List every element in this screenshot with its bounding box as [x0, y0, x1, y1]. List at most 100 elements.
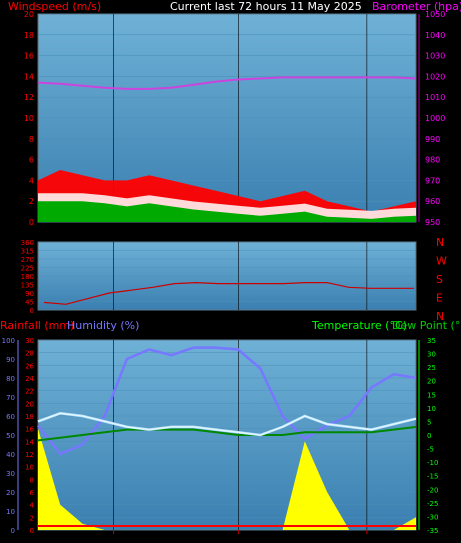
baro-tick-label: 950: [425, 218, 440, 227]
humidity-tick-label: 60: [6, 413, 15, 421]
temp-tick-label: -35: [427, 527, 438, 535]
temp-tick-label: 5: [427, 418, 431, 426]
direction-line: [43, 281, 414, 305]
temp-tick-label: 30: [427, 351, 436, 359]
rainfall-axis-label: Rainfall (mm): [0, 319, 74, 332]
humidity-tick-label: 10: [6, 508, 15, 516]
compass-label: N: [436, 310, 444, 323]
humidity-tick-label: 80: [6, 375, 15, 383]
rain-tick-label: 20: [25, 400, 34, 408]
compass-label: E: [436, 292, 443, 305]
temp-tick-label: -10: [427, 459, 438, 467]
baro-tick-label: 960: [425, 197, 440, 206]
chart-title: Current last 72 hours 11 May 2025: [170, 0, 362, 13]
humidity-tick-label: 20: [6, 489, 15, 497]
baro-tick-label: 1000: [425, 114, 445, 123]
direction-tick-label: 225: [21, 265, 34, 273]
baro-tick-label: 1050: [425, 10, 445, 19]
baro-tick-label: 1040: [425, 31, 445, 40]
direction-tick-label: 135: [21, 282, 34, 290]
windspeed-axis-label: Windspeed (m/s): [8, 0, 101, 13]
rain-tick-label: 26: [25, 362, 34, 370]
direction-tick-label: 45: [25, 299, 34, 307]
temp-tick-label: -15: [427, 473, 438, 481]
compass-label: N: [436, 236, 444, 249]
day-tick-label: Day 11: [353, 225, 382, 234]
wind-tick-label: 20: [24, 10, 34, 19]
temp-tick-label: 20: [427, 378, 436, 386]
temp-tick-label: 25: [427, 364, 436, 372]
wind-avg-area: [38, 201, 416, 222]
compass-label: S: [436, 273, 443, 286]
dewpoint-axis-label: Dew Point (°C): [392, 319, 461, 332]
temp-tick-label: -25: [427, 500, 438, 508]
direction-tick-label: 360: [21, 239, 34, 247]
temp-tick-label: -5: [427, 446, 434, 454]
humidity-tick-label: 0: [11, 527, 15, 535]
humidity-tick-label: 90: [6, 356, 15, 364]
temp-tick-label: 15: [427, 391, 436, 399]
wind-tick-label: 18: [24, 31, 34, 40]
baro-tick-label: 990: [425, 135, 440, 144]
barometer-axis-label: Barometer (hpa): [372, 0, 461, 13]
rain-tick-label: 6: [30, 489, 35, 497]
day-tick-label: Day 9: [102, 225, 125, 234]
humidity-tick-label: 40: [6, 451, 15, 459]
direction-panel-data: [43, 281, 414, 305]
temperature-highlight-line: [37, 412, 417, 436]
wind-panel-axes: 0 2 4 6 8 10 12 14 16 18 20 950 960 970 980 990 1000 1010…: [24, 10, 446, 234]
rain-tick-label: 0: [30, 527, 34, 535]
barometer-line: [37, 76, 417, 90]
direction-tick-label: 270: [21, 256, 34, 264]
wind-tick-label: 10: [24, 114, 34, 123]
temperature-axis-label: Temperature (°C): [311, 319, 407, 332]
wind-tick-label: 14: [24, 72, 34, 81]
humidity-tick-label: 100: [2, 337, 15, 345]
wind-tick-label: 6: [29, 156, 34, 165]
direction-tick-label: 180: [21, 273, 34, 281]
baro-tick-label: 970: [425, 176, 440, 185]
rain-tick-label: 4: [30, 502, 35, 510]
baro-tick-label: 1010: [425, 93, 445, 102]
wind-tick-label: 12: [24, 93, 34, 102]
temp-tick-label: 10: [427, 405, 436, 413]
direction-tick-label: 90: [25, 290, 34, 298]
wind-tick-label: 16: [24, 52, 34, 61]
temp-panel: [37, 339, 417, 531]
rain-area: [38, 428, 416, 530]
rain-tick-label: 14: [25, 438, 34, 446]
baro-tick-label: 1020: [425, 72, 445, 81]
rain-tick-label: 24: [25, 375, 34, 383]
temp-tick-label: -20: [427, 486, 438, 494]
direction-tick-label: 0: [30, 307, 34, 315]
humidity-tick-label: 50: [6, 432, 15, 440]
rain-tick-label: 12: [25, 451, 34, 459]
humidity-tick-label: 70: [6, 394, 15, 402]
rain-tick-label: 8: [30, 476, 34, 484]
temp-panel-data: [37, 346, 417, 530]
rain-tick-label: 22: [25, 388, 34, 396]
day-tick-label: Day 9: [102, 535, 125, 543]
direction-tick-label: 315: [21, 248, 34, 256]
rain-tick-label: 28: [25, 350, 34, 358]
rain-tick-label: 18: [25, 413, 34, 421]
temp-panel-axes: 0102030405060708090100024681012141618202…: [2, 337, 439, 543]
direction-panel-grid: [38, 241, 416, 311]
compass-label: W: [436, 255, 447, 268]
rain-tick-label: 10: [25, 464, 34, 472]
day-tick-label: Day 11: [353, 535, 382, 543]
baro-tick-label: 980: [425, 156, 440, 165]
day-tick-label: Day 10: [224, 225, 253, 234]
rain-tick-label: 30: [25, 337, 34, 345]
wind-tick-label: 8: [29, 135, 34, 144]
baro-tick-label: 1030: [425, 52, 445, 61]
wind-tick-label: 0: [29, 218, 34, 227]
humidity-tick-label: 30: [6, 470, 15, 478]
humidity-axis-label: Humidity (%): [67, 319, 139, 332]
wind-panel-data: [37, 76, 417, 222]
temp-tick-label: 35: [427, 337, 436, 345]
day-tick-label: Day 10: [224, 535, 253, 543]
wind-tick-label: 2: [29, 197, 34, 206]
